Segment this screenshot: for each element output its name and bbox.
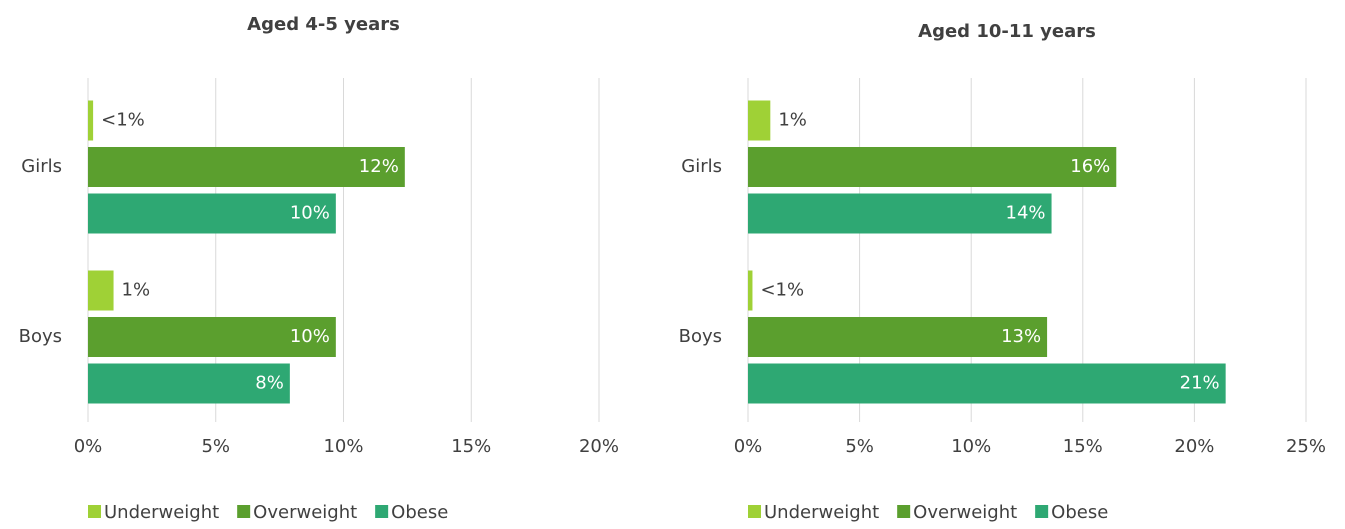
data-label: 12%: [359, 156, 399, 177]
bar: [748, 317, 1048, 357]
data-label: 1%: [778, 110, 807, 131]
x-tick-label: 5%: [201, 436, 230, 457]
x-tick-label: 5%: [845, 436, 874, 457]
x-tick-label: 15%: [451, 436, 491, 457]
bar: [88, 147, 405, 187]
bar: [748, 270, 753, 311]
category-label: Girls: [21, 156, 62, 177]
data-label: <1%: [101, 110, 145, 131]
x-tick-label: 0%: [74, 436, 103, 457]
legend-label: Overweight: [253, 502, 357, 523]
bar: [748, 147, 1117, 187]
x-tick-label: 10%: [951, 436, 991, 457]
data-label: 13%: [1001, 326, 1041, 347]
legend-swatch: [375, 505, 389, 518]
data-label: 10%: [290, 326, 330, 347]
bar: [88, 317, 336, 357]
bar: [748, 100, 771, 141]
data-label: 8%: [255, 373, 284, 394]
chart-title: Aged 4-5 years: [247, 14, 400, 35]
x-tick-label: 20%: [579, 436, 619, 457]
category-label: Boys: [679, 326, 722, 347]
legend-label: Obese: [391, 502, 448, 523]
data-label: 21%: [1180, 373, 1220, 394]
legend-label: Underweight: [764, 502, 879, 523]
x-tick-label: 25%: [1286, 436, 1326, 457]
legend-swatch: [237, 505, 251, 518]
bar: [748, 193, 1052, 234]
category-label: Boys: [19, 326, 62, 347]
legend-swatch: [1035, 505, 1049, 518]
x-tick-label: 20%: [1174, 436, 1214, 457]
x-tick-label: 10%: [323, 436, 363, 457]
x-tick-label: 0%: [734, 436, 763, 457]
data-label: <1%: [760, 280, 804, 301]
data-label: 14%: [1006, 203, 1046, 224]
chart-title: Aged 10-11 years: [918, 21, 1096, 42]
bar: [88, 270, 114, 311]
legend-label: Overweight: [913, 502, 1017, 523]
bar: [88, 100, 94, 141]
legend-swatch: [897, 505, 911, 518]
bar: [748, 363, 1226, 404]
bar: [88, 193, 336, 234]
legend-label: Underweight: [104, 502, 219, 523]
data-label: 16%: [1070, 156, 1110, 177]
legend-swatch: [88, 505, 101, 518]
bar: [88, 363, 290, 404]
legend-label: Obese: [1051, 502, 1108, 523]
x-tick-label: 15%: [1063, 436, 1103, 457]
data-label: 1%: [122, 280, 151, 301]
data-label: 10%: [290, 203, 330, 224]
legend-swatch: [748, 505, 761, 518]
category-label: Girls: [681, 156, 722, 177]
